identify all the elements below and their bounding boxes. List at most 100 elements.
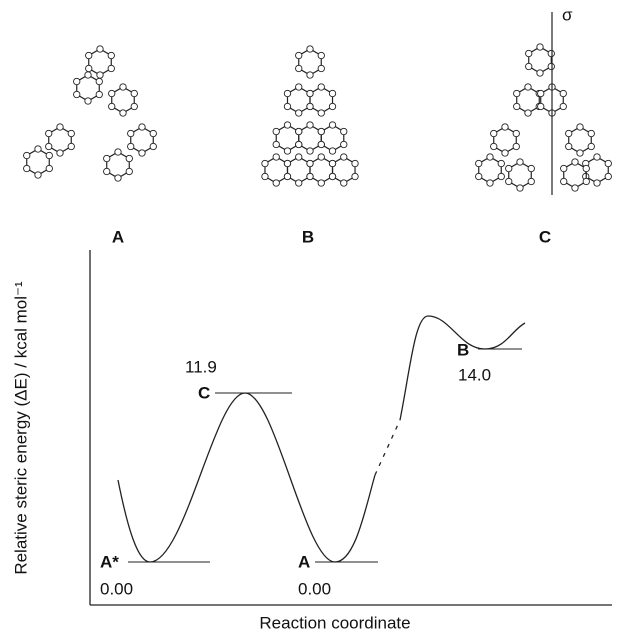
atom — [487, 154, 493, 160]
atom — [307, 160, 313, 166]
bond-ring — [517, 87, 540, 113]
atom — [528, 165, 534, 171]
atom — [341, 141, 347, 147]
atom — [284, 122, 290, 128]
atom — [96, 78, 102, 84]
atom — [318, 84, 324, 90]
bond-ring — [131, 127, 154, 153]
atom — [537, 70, 543, 76]
atom — [104, 168, 110, 174]
atom — [284, 173, 290, 179]
atom — [561, 165, 567, 171]
atom — [262, 173, 268, 179]
molecule-structures — [24, 44, 612, 191]
atom — [46, 152, 52, 158]
bond-ring — [287, 87, 310, 113]
energy-curve — [118, 393, 375, 562]
structure-label: A — [112, 227, 124, 246]
atom — [284, 148, 290, 154]
bond-ring — [529, 47, 552, 73]
atom — [139, 124, 145, 130]
atom — [506, 178, 512, 184]
atom — [296, 154, 302, 160]
atom — [104, 155, 110, 161]
atom — [513, 130, 519, 136]
atom — [307, 90, 313, 96]
atom — [68, 143, 74, 149]
atom — [341, 128, 347, 134]
atom — [108, 65, 114, 71]
x-axis-label: Reaction coordinate — [259, 613, 410, 632]
atom — [341, 180, 347, 186]
atom — [537, 44, 543, 50]
atom — [538, 103, 544, 109]
atom — [296, 84, 302, 90]
bond-ring — [276, 125, 299, 151]
atom — [329, 173, 335, 179]
atom — [296, 128, 302, 134]
atom — [566, 143, 572, 149]
atom — [528, 178, 534, 184]
bond-ring — [310, 157, 333, 183]
atom — [514, 90, 520, 96]
atom — [128, 143, 134, 149]
structure-label: B — [302, 227, 314, 246]
level-energy: 11.9 — [185, 357, 217, 376]
atom — [86, 52, 92, 58]
atom — [120, 84, 126, 90]
atom — [588, 143, 594, 149]
atom — [476, 160, 482, 166]
level-label: C — [198, 383, 210, 402]
atom — [296, 65, 302, 71]
atom — [296, 52, 302, 58]
atom — [352, 173, 358, 179]
atom — [594, 154, 600, 160]
atom — [329, 148, 335, 154]
atom — [548, 63, 554, 69]
atom — [318, 65, 324, 71]
atom — [318, 141, 324, 147]
atom — [491, 130, 497, 136]
atom — [109, 103, 115, 109]
atom — [74, 91, 80, 97]
atom — [487, 180, 493, 186]
atom — [97, 72, 103, 78]
atom — [307, 148, 313, 154]
atom — [548, 50, 554, 56]
atom — [318, 180, 324, 186]
atom — [24, 152, 30, 158]
atom — [577, 124, 583, 130]
atom — [514, 103, 520, 109]
atom — [273, 141, 279, 147]
atom — [85, 98, 91, 104]
bond-ring — [321, 125, 344, 151]
atom — [605, 160, 611, 166]
atom — [566, 130, 572, 136]
figure: σ A B C Relative steric energy (ΔE) / kc… — [0, 0, 623, 634]
bond-ring — [299, 49, 322, 75]
atom — [115, 175, 121, 181]
bond-ring — [333, 157, 356, 183]
atom — [57, 150, 63, 156]
atom — [126, 155, 132, 161]
atom — [131, 90, 137, 96]
atom — [560, 90, 566, 96]
level-energy: 14.0 — [458, 365, 491, 384]
atom — [572, 159, 578, 165]
atom — [35, 146, 41, 152]
atom — [513, 143, 519, 149]
level-energy: 0.00 — [100, 579, 133, 598]
atom — [150, 130, 156, 136]
bond-ring — [265, 157, 288, 183]
atom — [139, 150, 145, 156]
bond-ring — [479, 157, 502, 183]
atom — [46, 165, 52, 171]
atom — [307, 103, 313, 109]
atom — [318, 128, 324, 134]
atom — [594, 180, 600, 186]
atom — [526, 63, 532, 69]
atom — [115, 149, 121, 155]
atom — [517, 185, 523, 191]
atom — [74, 78, 80, 84]
bond-ring — [107, 152, 130, 178]
